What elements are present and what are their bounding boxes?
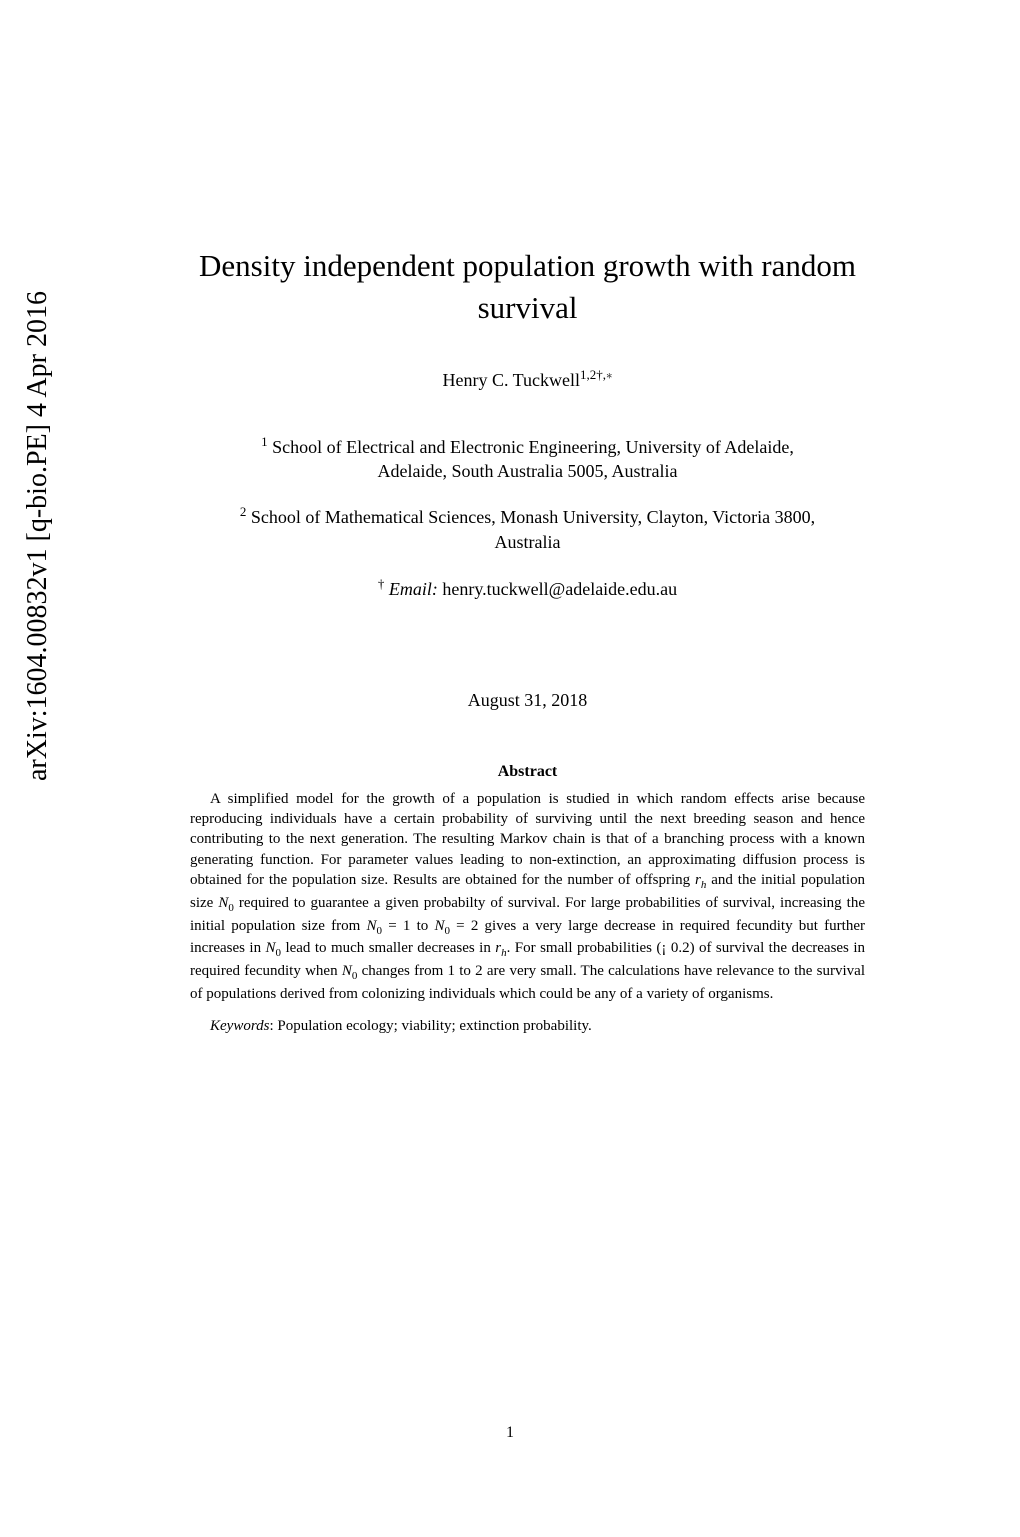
email-line: † Email: henry.tuckwell@adelaide.edu.au [150,576,905,600]
paper-content: Density independent population growth wi… [150,245,905,1035]
abstract-heading: Abstract [150,763,905,781]
affil-text-2b: Australia [495,532,561,552]
math-n0-5: N [342,963,352,979]
math-n0-3: N [434,918,444,934]
abstract-body: A simplified model for the growth of a p… [190,789,865,1004]
affil-text-1a: School of Electrical and Electronic Engi… [268,437,794,457]
keywords-line: Keywords: Population ecology; viability;… [190,1018,865,1035]
abstract-text-4: = 1 to [382,918,434,934]
email-label: Email: [384,579,442,599]
author-marks: 1,2†,∗ [580,367,613,382]
paper-date: August 31, 2018 [150,690,905,711]
affiliation-1: 1 School of Electrical and Electronic En… [150,433,905,484]
math-n0-1: N [218,895,228,911]
math-n0-4: N [266,940,276,956]
affiliation-2: 2 School of Mathematical Sciences, Monas… [150,503,905,554]
abstract-text-6: lead to much smaller decreases in [281,940,495,956]
paper-title: Density independent population growth wi… [150,245,905,329]
page-number: 1 [0,1424,1020,1442]
affil-text-1b: Adelaide, South Australia 5005, Australi… [378,461,678,481]
arxiv-stamp: arXiv:1604.00832v1 [q-bio.PE] 4 Apr 2016 [22,291,54,781]
affil-text-2a: School of Mathematical Sciences, Monash … [246,507,815,527]
keywords-text: : Population ecology; viability; extinct… [269,1018,591,1034]
math-n0-2: N [366,918,376,934]
keywords-label: Keywords [210,1018,269,1034]
author-block: Henry C. Tuckwell1,2†,∗ [150,364,905,391]
author-name: Henry C. Tuckwell [442,370,580,390]
email-address: henry.tuckwell@adelaide.edu.au [442,579,677,599]
